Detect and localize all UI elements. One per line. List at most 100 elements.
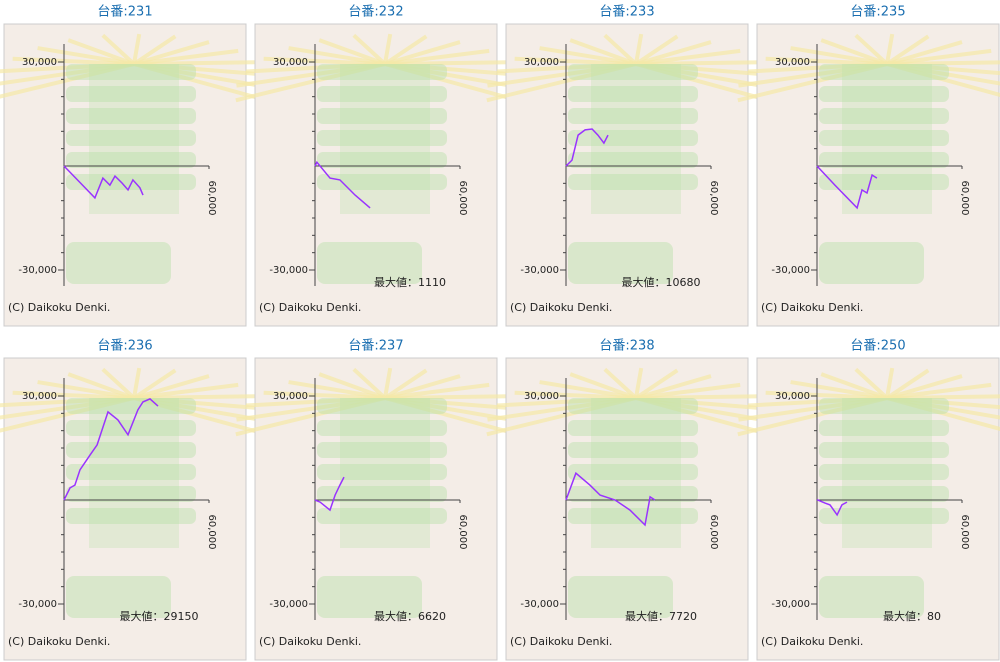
chart-panel: 台番:238 30,000 -30,000 60,000 最大値：7720 (C) Dai…	[486, 339, 786, 661]
decor-ray	[384, 374, 461, 400]
decor-block	[842, 398, 932, 548]
decor-ray	[886, 40, 963, 66]
decor-ray	[318, 38, 386, 66]
decor-tray	[317, 86, 447, 102]
decor-tray	[568, 86, 698, 102]
x-tick-label: 60,000	[206, 515, 217, 550]
decor-ray	[886, 382, 992, 400]
decor-tray	[66, 130, 196, 146]
decor-ray	[67, 372, 135, 400]
decor-ray	[603, 33, 638, 66]
decor-ray	[634, 33, 644, 65]
data-line	[314, 476, 345, 512]
x-tick-label: 60,000	[206, 181, 217, 216]
decor-tray	[66, 86, 196, 102]
decor-dish	[317, 242, 422, 284]
decor-ray	[886, 60, 1000, 66]
panel-background	[505, 357, 749, 661]
chart-panel: 台番:233 30,000 -30,000 60,000 最大値：10680 (C) Da…	[486, 5, 786, 327]
decor-ray	[885, 33, 895, 65]
decor-tray	[819, 442, 949, 458]
chart-title: 台番:250	[850, 339, 905, 354]
decor-tray	[66, 64, 196, 80]
decor-ray	[486, 396, 637, 437]
decor-tray	[819, 86, 949, 102]
decor-ray	[885, 34, 930, 66]
x-tick-label: 60,000	[457, 515, 468, 550]
decor-tray	[317, 442, 447, 458]
decor-ray	[738, 62, 888, 88]
decor-ray	[885, 367, 895, 399]
data-line	[816, 499, 848, 517]
y-tick-label: 30,000	[22, 391, 57, 402]
decor-ray	[383, 367, 393, 399]
chart-title: 台番:232	[348, 5, 403, 20]
chart-title: 台番:231	[97, 5, 152, 20]
decor-ray	[0, 62, 135, 99]
data-line	[565, 128, 609, 167]
decor-tray	[819, 152, 949, 168]
y-tick-label: 30,000	[524, 57, 559, 68]
chart-panel: 台番:237 30,000 -30,000 60,000 最大値：6620 (C) Dai…	[235, 339, 535, 661]
decor-ray	[487, 396, 637, 422]
x-tick-label: 60,000	[708, 515, 719, 550]
x-tick-label: 60,000	[708, 181, 719, 216]
x-tick-label: 60,000	[457, 181, 468, 216]
decor-ray	[67, 38, 135, 66]
decor-ray	[635, 62, 779, 78]
y-tick-label: -30,000	[18, 265, 57, 276]
decor-tray	[66, 508, 196, 524]
copyright: (C) Daikoku Denki.	[8, 635, 110, 648]
decor-dish	[819, 576, 924, 618]
max-label: 最大値：10680	[622, 275, 701, 289]
y-tick-label: -30,000	[771, 599, 810, 610]
copyright: (C) Daikoku Denki.	[761, 301, 863, 314]
decor-ray	[487, 62, 637, 88]
decor-tray	[568, 486, 698, 502]
decor-ray	[886, 48, 992, 66]
decor-ray	[101, 33, 136, 66]
decor-ray	[235, 396, 386, 437]
decor-ray	[635, 374, 712, 400]
x-tick-label: 60,000	[959, 181, 970, 216]
decor-tray	[317, 398, 447, 414]
decor-tray	[819, 508, 949, 524]
decor-ray	[384, 48, 490, 66]
decor-ray	[384, 60, 513, 66]
decor-tray	[568, 130, 698, 146]
decor-tray	[819, 64, 949, 80]
decor-ray	[886, 62, 1000, 86]
decor-ray	[0, 62, 135, 86]
y-tick-label: -30,000	[269, 599, 308, 610]
panel-background	[3, 23, 247, 327]
decor-ray	[133, 396, 277, 412]
chart-panel: 台番:236 30,000 -30,000 60,000 最大値：29150 (C) Da…	[0, 339, 284, 661]
decor-tray	[568, 398, 698, 414]
data-line	[63, 398, 159, 501]
decor-ray	[132, 33, 142, 65]
decor-ray	[384, 382, 490, 400]
decor-tray	[568, 508, 698, 524]
data-line	[63, 165, 144, 200]
decor-tray	[568, 152, 698, 168]
decor-block	[340, 398, 430, 548]
decor-ray	[235, 62, 386, 103]
max-label: 最大値：1110	[374, 275, 446, 289]
decor-tray	[819, 108, 949, 124]
decor-block	[89, 64, 179, 214]
decor-tray	[819, 420, 949, 436]
decor-ray	[820, 38, 888, 66]
decor-ray	[132, 34, 177, 66]
decor-ray	[885, 368, 930, 400]
decor-tray	[66, 464, 196, 480]
decor-tray	[317, 130, 447, 146]
decor-tray	[66, 152, 196, 168]
max-label: 最大値：6620	[374, 609, 446, 623]
decor-tray	[317, 486, 447, 502]
copyright: (C) Daikoku Denki.	[510, 301, 612, 314]
max-label: 最大値：7720	[625, 609, 697, 623]
data-line	[314, 160, 371, 209]
chart-title: 台番:237	[348, 339, 403, 354]
decor-ray	[603, 367, 638, 400]
